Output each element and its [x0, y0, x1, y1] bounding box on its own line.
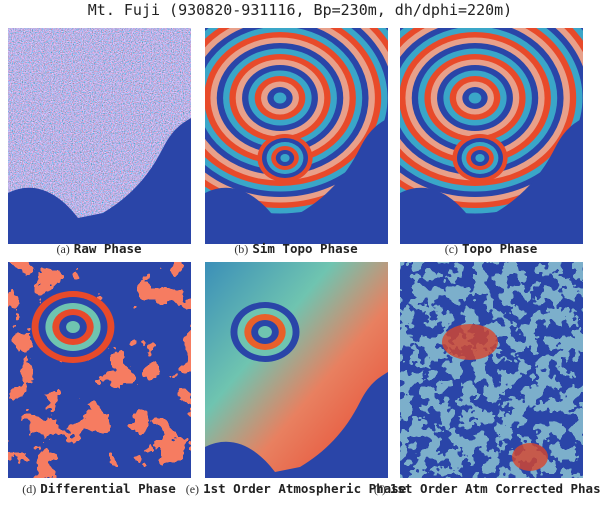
- panel-image: [400, 28, 583, 244]
- fringe: [258, 326, 272, 338]
- red-patch: [512, 443, 548, 471]
- panel-caption: (f) 1st Order Atm Corrected Phase: [374, 481, 600, 496]
- panel: [205, 28, 388, 244]
- caption-text: Raw Phase: [74, 241, 142, 256]
- caption-text: Sim Topo Phase: [252, 241, 358, 256]
- panel: [400, 262, 583, 478]
- panel: [205, 262, 388, 478]
- panel-label: (a): [56, 242, 69, 256]
- caption-text: 1st Order Atm Corrected Phase: [390, 481, 600, 496]
- panel-image: [205, 262, 388, 478]
- panel-caption: (a) Raw Phase: [56, 241, 142, 256]
- panel-caption: (d) Differential Phase: [22, 481, 176, 496]
- panel-image: [205, 28, 388, 244]
- panel: [400, 28, 583, 244]
- panel-label: (d): [22, 482, 36, 496]
- image-blobs: [8, 262, 191, 478]
- panel-image: [8, 262, 191, 478]
- image-teal: [400, 262, 583, 478]
- panel-caption: (c) Topo Phase: [445, 241, 538, 256]
- fringe: [468, 92, 482, 104]
- panel: [8, 262, 191, 478]
- caption-text: Differential Phase: [40, 481, 176, 496]
- fringe: [475, 154, 485, 162]
- panel-label: (c): [445, 242, 458, 256]
- fringe: [273, 92, 287, 104]
- panel-caption: (e) 1st Order Atmospheric Phase: [186, 481, 407, 496]
- red-patch: [442, 324, 498, 360]
- panel-label: (e): [186, 482, 199, 496]
- fringe: [66, 321, 80, 333]
- panel: [8, 28, 191, 244]
- panel-label: (f): [374, 482, 386, 496]
- panel-image: [8, 28, 191, 244]
- caption-text: Topo Phase: [462, 241, 538, 256]
- figure-title: Mt. Fuji (930820-931116, Bp=230m, dh/dph…: [88, 1, 512, 19]
- caption-text: 1st Order Atmospheric Phase: [203, 481, 407, 496]
- panel-caption: (b) Sim Topo Phase: [234, 241, 358, 256]
- fringe: [280, 154, 290, 162]
- panel-label: (b): [234, 242, 248, 256]
- panel-image: [400, 262, 583, 478]
